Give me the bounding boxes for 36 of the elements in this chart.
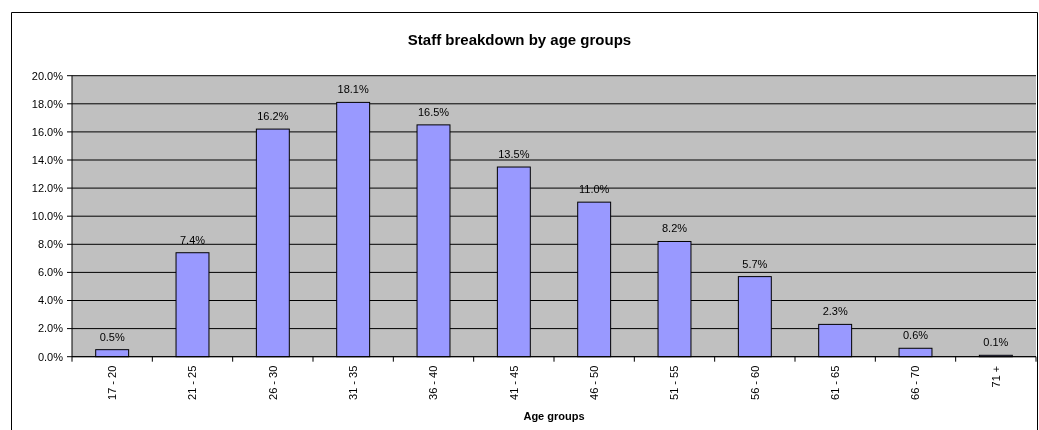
y-tick-label: 18.0% bbox=[31, 97, 64, 110]
y-tick-label: 0.0% bbox=[37, 350, 64, 363]
x-tick-label: 71 + bbox=[989, 365, 1002, 388]
y-tick-label: 8.0% bbox=[37, 238, 64, 251]
data-label: 2.3% bbox=[822, 305, 848, 318]
y-tick-label: 20.0% bbox=[31, 69, 64, 82]
x-tick-label: 46 - 50 bbox=[588, 365, 601, 400]
x-tick-label: 61 - 65 bbox=[829, 365, 842, 400]
x-tick-label: 56 - 60 bbox=[748, 365, 761, 400]
data-label: 7.4% bbox=[179, 233, 206, 246]
x-tick-label: 66 - 70 bbox=[909, 365, 922, 400]
data-label: 0.6% bbox=[902, 329, 929, 342]
y-tick-label: 10.0% bbox=[31, 210, 64, 223]
x-tick-label: 41 - 45 bbox=[507, 365, 520, 400]
data-label: 18.1% bbox=[337, 83, 369, 96]
data-label: 13.5% bbox=[498, 148, 530, 161]
x-tick-label: 17 - 20 bbox=[106, 365, 119, 400]
x-tick-label: 21 - 25 bbox=[186, 365, 199, 400]
y-tick-label: 14.0% bbox=[31, 153, 64, 166]
x-axis-title: Age groups bbox=[523, 410, 585, 422]
y-tick-label: 6.0% bbox=[37, 266, 64, 279]
x-tick-label: 31 - 35 bbox=[347, 365, 360, 400]
x-tick-label: 36 - 40 bbox=[427, 365, 440, 400]
y-tick-label: 2.0% bbox=[37, 322, 64, 335]
data-label: 16.5% bbox=[417, 105, 450, 118]
data-label: 8.2% bbox=[661, 222, 688, 235]
y-tick-label: 4.0% bbox=[37, 294, 64, 307]
data-label: 16.2% bbox=[257, 110, 289, 123]
x-tick-label: 26 - 30 bbox=[266, 365, 279, 400]
y-tick-label: 16.0% bbox=[31, 125, 64, 138]
x-tick-label: 51 - 55 bbox=[668, 365, 681, 400]
chart-title: Staff breakdown by age groups bbox=[407, 31, 632, 48]
y-tick-label: 12.0% bbox=[31, 181, 64, 194]
data-label: 5.7% bbox=[742, 257, 768, 270]
data-label: 0.1% bbox=[983, 336, 1009, 349]
data-label: 0.5% bbox=[99, 330, 125, 343]
